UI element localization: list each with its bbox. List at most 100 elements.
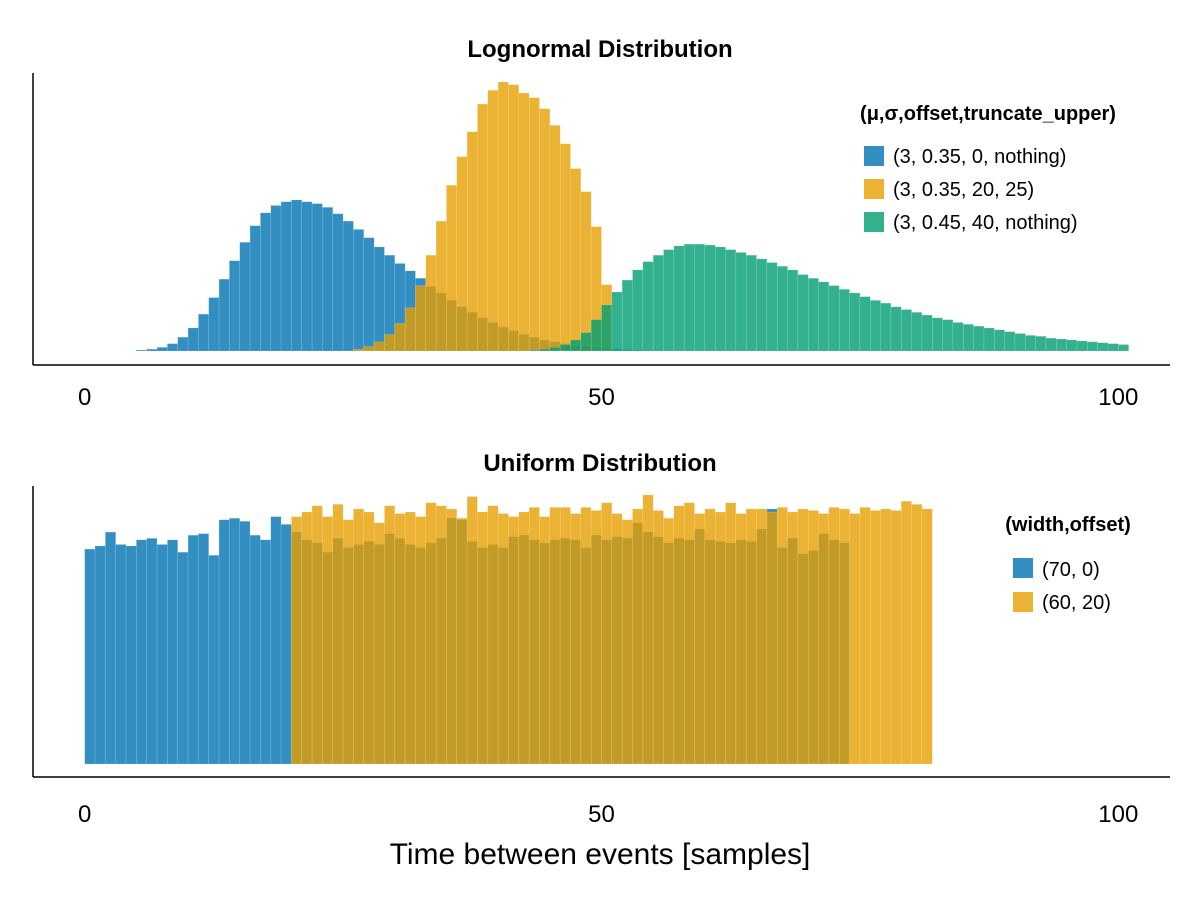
- histogram-bar: [218, 278, 230, 352]
- histogram-bar: [807, 277, 819, 352]
- histogram-bar: [425, 502, 437, 765]
- histogram-bar: [280, 201, 292, 352]
- histogram-bar: [187, 534, 199, 765]
- uniform-title: Uniform Distribution: [483, 450, 716, 477]
- legend-label: (60, 20): [1042, 592, 1111, 614]
- histogram-bar: [270, 205, 282, 352]
- histogram-bar: [601, 304, 613, 352]
- histogram-bar: [353, 348, 365, 352]
- histogram-bar: [580, 507, 592, 765]
- histogram-bar: [353, 229, 365, 352]
- histogram-bar: [580, 332, 592, 352]
- histogram-bar: [880, 302, 892, 352]
- histogram-bar: [621, 279, 633, 352]
- uniform-legend-title: (width,offset): [1005, 514, 1131, 536]
- histogram-bar: [901, 500, 912, 765]
- histogram-bar: [229, 517, 240, 765]
- histogram-bar: [663, 249, 675, 352]
- histogram-bar: [373, 522, 385, 765]
- histogram-bar: [559, 507, 571, 765]
- histogram-bar: [508, 84, 520, 352]
- histogram-bar: [415, 285, 427, 352]
- histogram-bar: [828, 507, 840, 765]
- histogram-bar: [745, 508, 757, 765]
- histogram-bar: [911, 504, 923, 765]
- histogram-bar: [849, 292, 861, 352]
- histogram-bar: [663, 517, 675, 765]
- histogram-bar: [177, 336, 189, 352]
- histogram-bar: [932, 317, 943, 352]
- histogram-bar: [487, 90, 499, 352]
- legend-label: (3, 0.35, 20, 25): [893, 179, 1034, 201]
- legend-swatch-green: [864, 212, 884, 232]
- histogram-bar: [384, 505, 396, 765]
- histogram-bar: [714, 511, 726, 765]
- histogram-bar: [952, 322, 964, 352]
- histogram-bar: [384, 334, 396, 352]
- legend-swatch-blue: [864, 146, 884, 166]
- histogram-bar: [652, 510, 664, 765]
- histogram-bar: [404, 307, 416, 352]
- histogram-bar: [549, 347, 561, 352]
- histogram-bar: [260, 539, 271, 765]
- histogram-bar: [291, 516, 303, 765]
- histogram-bar: [570, 513, 582, 765]
- histogram-bar: [156, 544, 168, 765]
- histogram-bar: [559, 143, 571, 352]
- histogram-bar: [177, 551, 189, 765]
- histogram-bar: [260, 212, 271, 352]
- histogram-bar: [229, 260, 240, 352]
- histogram-bar: [301, 511, 313, 765]
- histogram-bar: [611, 513, 623, 765]
- histogram-bar: [766, 511, 778, 765]
- histogram-bar: [838, 508, 850, 765]
- lognormal-bars: [136, 81, 1129, 352]
- histogram-bar: [435, 220, 447, 352]
- histogram-bar: [311, 203, 323, 352]
- histogram-bar: [1004, 331, 1016, 352]
- histogram-bar: [363, 511, 375, 765]
- x-tick-label: 100: [1098, 801, 1138, 828]
- histogram-bar: [818, 513, 830, 765]
- histogram-bar: [621, 519, 633, 765]
- histogram-bar: [632, 269, 644, 352]
- histogram-bar: [446, 184, 458, 352]
- lognormal-title: Lognormal Distribution: [467, 36, 732, 63]
- histogram-bar: [704, 244, 716, 352]
- histogram-bar: [694, 243, 706, 352]
- histogram-bar: [322, 516, 334, 765]
- histogram-bar: [136, 349, 147, 352]
- legend-label: (3, 0.45, 40, nothing): [893, 212, 1078, 234]
- histogram-bar: [322, 207, 334, 352]
- histogram-bar: [704, 508, 716, 765]
- legend-swatch-orange: [864, 179, 884, 199]
- histogram-bar: [807, 510, 819, 765]
- histogram-bar: [332, 213, 344, 352]
- histogram-bar: [508, 516, 520, 765]
- histogram-bar: [187, 327, 199, 352]
- histogram-bar: [1025, 335, 1036, 352]
- histogram-bar: [363, 237, 375, 352]
- histogram-bar: [911, 312, 923, 352]
- histogram-bar: [353, 508, 365, 765]
- histogram-bar: [342, 220, 354, 352]
- histogram-bar: [859, 296, 871, 352]
- histogram-bar: [105, 531, 116, 765]
- histogram-bar: [94, 545, 106, 765]
- histogram-bar: [890, 306, 902, 352]
- histogram-bar: [983, 327, 995, 352]
- histogram-bar: [870, 510, 881, 765]
- histogram-bar: [477, 511, 489, 765]
- legend-label: (70, 0): [1042, 559, 1100, 581]
- histogram-bar: [239, 521, 251, 765]
- histogram-bar: [642, 494, 654, 765]
- histogram-bar: [1087, 341, 1098, 352]
- lognormal-legend-title: (μ,σ,offset,truncate_upper): [860, 103, 1116, 125]
- histogram-bar: [342, 519, 354, 765]
- x-tick-label: 0: [78, 801, 91, 828]
- histogram-bar: [590, 319, 602, 352]
- histogram-bar: [776, 507, 788, 765]
- uniform-bars: [84, 494, 933, 765]
- histogram-bar: [776, 266, 788, 352]
